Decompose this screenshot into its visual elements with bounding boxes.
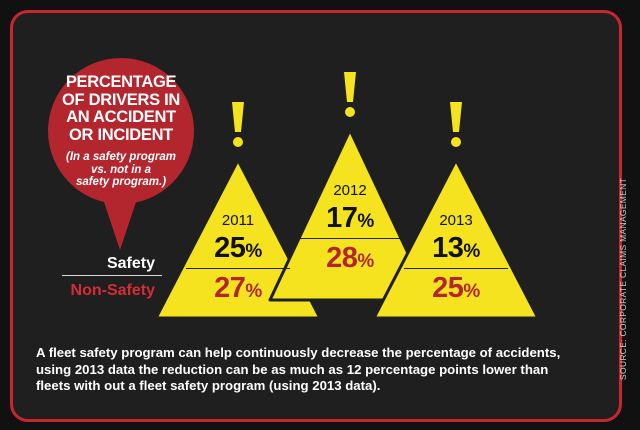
non-safety-row-label: Non-Safety: [70, 282, 155, 299]
safety-value-2013: 13%: [432, 232, 480, 264]
triangle-divider: [298, 238, 402, 239]
non-safety-value-2012: 28%: [326, 242, 374, 274]
safety-value-2012: 17%: [326, 202, 374, 234]
triangle-divider: [186, 268, 290, 269]
bubble-title: PERCENTAGE OF DRIVERS IN AN ACCIDENT OR …: [61, 73, 181, 144]
year-label-2012: 2012: [333, 182, 367, 199]
year-label-2011: 2011: [221, 212, 255, 229]
exclamation-icon: [450, 102, 462, 147]
title-bubble: [48, 58, 194, 204]
bubble-subtitle: (In a safety program vs. not in a safety…: [66, 151, 176, 188]
exclamation-icon: [344, 72, 356, 117]
row-divider: [62, 275, 162, 276]
safety-row-label: Safety: [106, 255, 155, 272]
non-safety-value-2013: 25%: [432, 272, 480, 304]
year-label-2013: 2013: [439, 212, 473, 229]
footer-text: A fleet safety program can help continuo…: [36, 345, 561, 393]
source-credit: SOURCE: CORPORATE CLAIMS MANAGEMENT: [618, 177, 628, 380]
warning-triangle-2012: [268, 128, 432, 302]
safety-value-2011: 25%: [214, 232, 262, 264]
triangle-divider: [404, 268, 508, 269]
non-safety-value-2011: 27%: [214, 272, 262, 304]
title-bubble-tail: [102, 196, 138, 250]
warning-triangle-2013: [372, 158, 540, 320]
exclamation-icon: [232, 102, 244, 147]
